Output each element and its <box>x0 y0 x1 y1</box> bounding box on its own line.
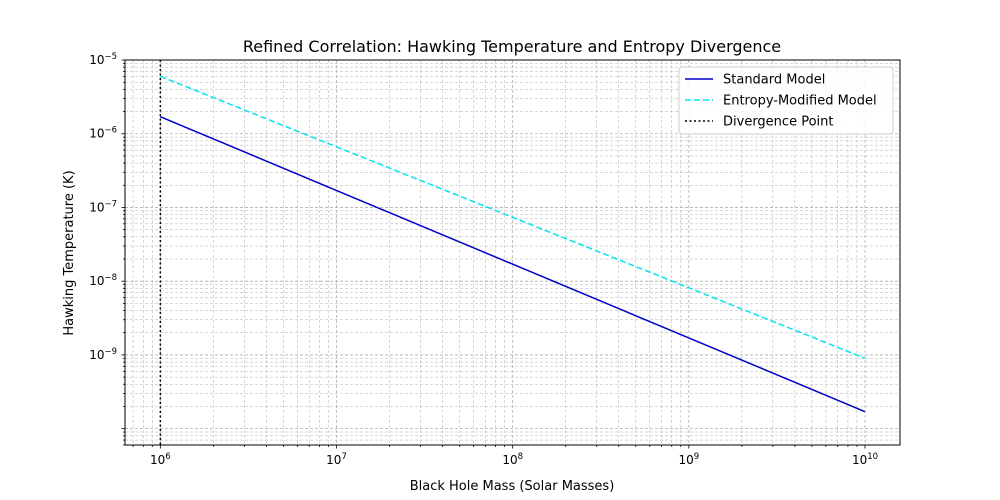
x-tick-label: 109 <box>678 452 699 467</box>
y-tick-label: 10−5 <box>89 52 117 67</box>
axis-ticks: 106 107 108 109 1010 10−9 10−8 10−7 10−6 10−5 <box>89 52 878 467</box>
x-axis-label: Black Hole Mass (Solar Masses) <box>410 479 615 494</box>
series-line <box>160 116 866 413</box>
legend-label: Divergence Point <box>723 115 833 130</box>
legend: Standard Model Entropy-Modified Model Dive… <box>678 66 894 135</box>
chart-title: Refined Correlation: Hawking Temperature… <box>243 37 781 56</box>
y-axis-label: Hawking Temperature (K) <box>62 170 77 335</box>
x-tick-label: 107 <box>326 452 347 467</box>
x-tick-label: 108 <box>502 452 523 467</box>
x-tick-label: 1010 <box>852 452 878 467</box>
y-tick-label: 10−7 <box>89 199 117 214</box>
legend-label: Standard Model <box>723 73 825 88</box>
y-tick-label: 10−9 <box>89 347 117 362</box>
plot-lines <box>159 60 866 445</box>
x-tick-label: 106 <box>150 452 171 467</box>
series-line <box>160 75 866 359</box>
y-tick-label: 10−6 <box>89 126 117 141</box>
legend-box <box>678 66 894 135</box>
legend-label: Entropy-Modified Model <box>723 94 877 109</box>
y-tick-label: 10−8 <box>89 273 117 288</box>
